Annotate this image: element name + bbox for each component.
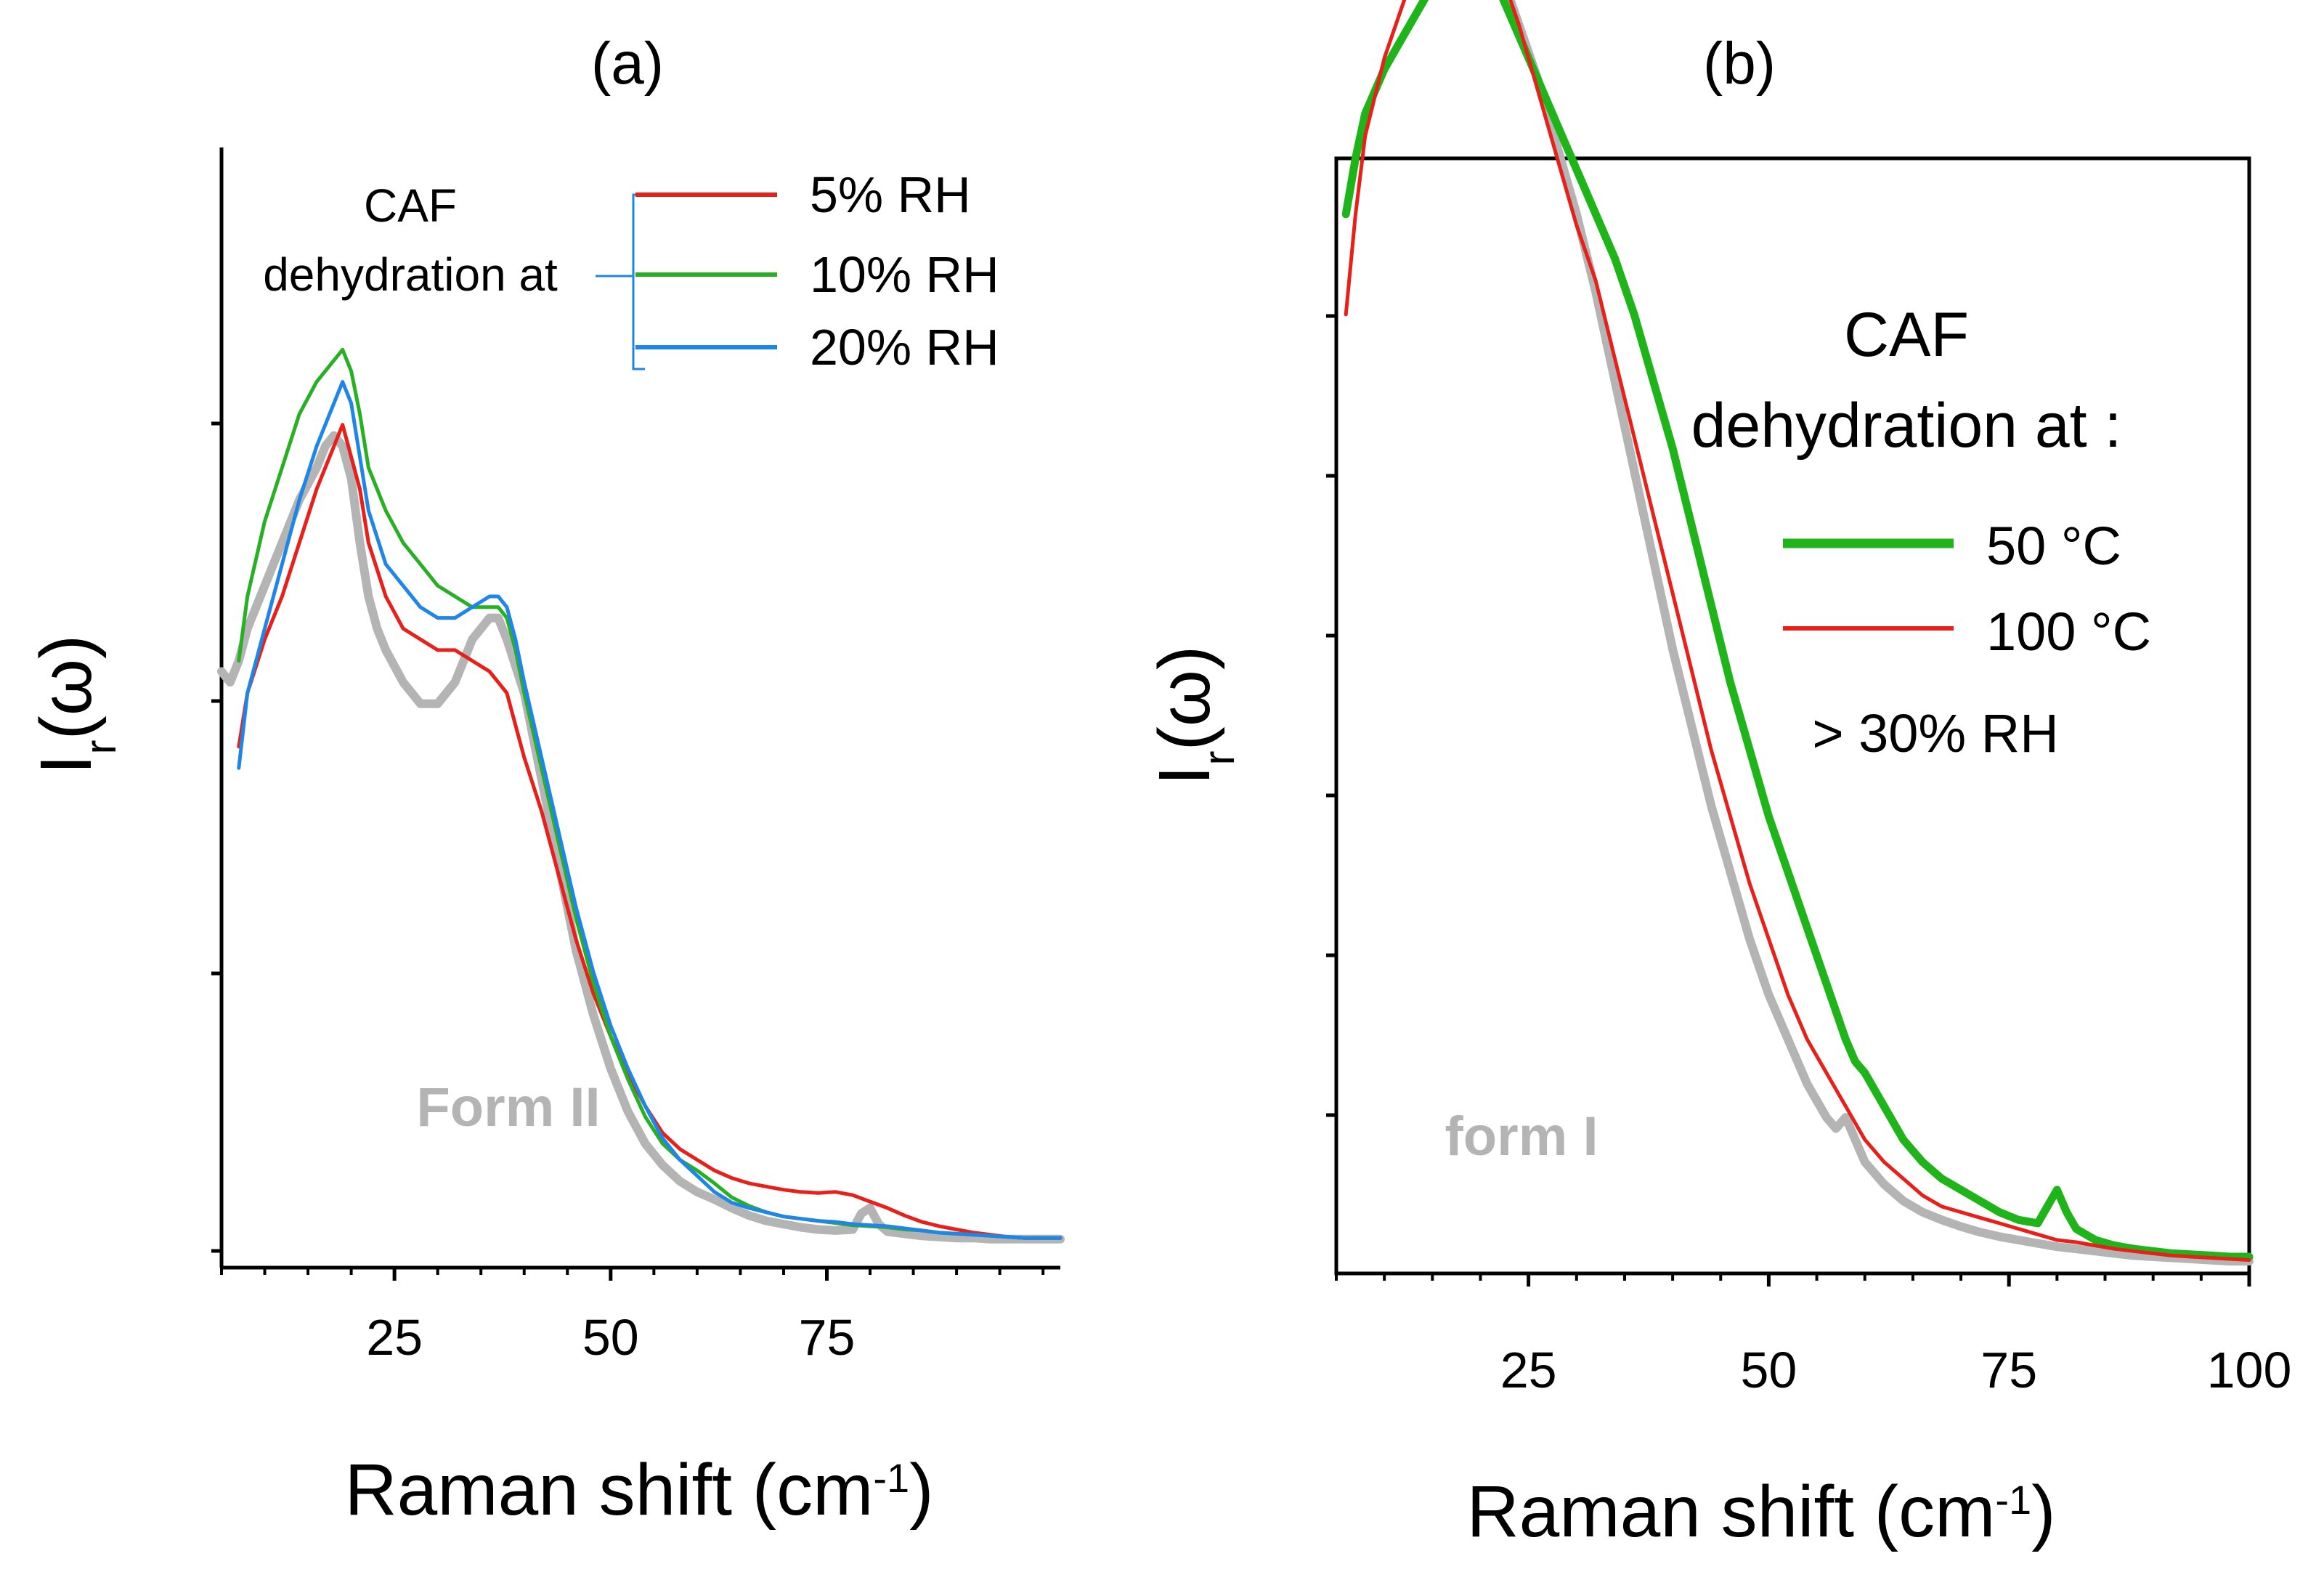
panel-a-y-axis-title: Ir(ω) (25, 635, 125, 774)
panel-a-x-title-main: Raman shift (cm (344, 1449, 873, 1531)
b-series-line-50-c (1341, 0, 2254, 1261)
panel-a-x-title-close: ) (909, 1449, 933, 1531)
panel-b: (b) 25 50 75 100 Raman shift (cm-1) Ir(ω… (1144, 0, 2291, 1552)
panel-a-legend-label-10rh: 10% RH (810, 246, 999, 303)
panel-b-x-tick-label: 100 (2207, 1342, 2292, 1398)
panel-b-x-title-close: ) (2031, 1471, 2055, 1552)
panel-a-y-title-sub: r (76, 740, 125, 754)
panel-b-legend-title-line2: dehydration at : (1691, 391, 2122, 461)
panel-a-x-axis-title: Raman shift (cm-1) (344, 1449, 933, 1531)
a-series-line-10-rh (237, 347, 1063, 1240)
panel-a-legend-bracket (596, 193, 645, 370)
panel-b-legend-note: > 30% RH (1812, 703, 2058, 763)
panel-b-y-axis-title: Ir(ω) (1144, 646, 1243, 785)
panel-b-x-tick-label: 75 (1980, 1342, 2037, 1398)
panel-a-legend-title-line1: CAF (364, 179, 457, 232)
panel-a-y-title-rest: (ω) (25, 635, 107, 740)
panel-b-legend-title-line1: CAF (1844, 300, 1969, 370)
panel-a-legend-title-line2: dehydration at (263, 248, 558, 301)
panel-b-legend-label-50c: 50 °C (1986, 516, 2121, 576)
panel-b-form-annotation: form I (1445, 1106, 1598, 1167)
panel-b-series (1341, 0, 2254, 1266)
a-series-line-form-ii (217, 431, 1065, 1244)
panel-b-x-tick-label: 25 (1500, 1342, 1557, 1398)
panel-a-y-title-main: I (25, 754, 107, 774)
panel-b-y-title-sub: r (1195, 750, 1243, 765)
panel-b-x-title-main: Raman shift (cm (1466, 1471, 1995, 1552)
panel-a-x-tick-label: 50 (582, 1309, 639, 1366)
panel-b-y-title-rest: (ω) (1144, 646, 1225, 751)
panel-b-x-ticks (1335, 1273, 2251, 1287)
panel-a-legend-label-20rh: 20% RH (810, 319, 999, 376)
panel-a-x-tick-label: 75 (799, 1309, 856, 1366)
panel-a: (a) 25 50 75 Raman shift (cm-1) Ir(ω) CA… (25, 31, 1065, 1531)
panel-a-x-tick-label: 25 (366, 1309, 423, 1366)
b-series-line-100-c (1344, 0, 2251, 1263)
panel-a-x-ticks (220, 1268, 1045, 1281)
panel-a-form-annotation: Form II (416, 1077, 600, 1138)
panel-a-x-title-sup: -1 (873, 1455, 909, 1501)
panel-b-legend-label-100c: 100 °C (1986, 601, 2151, 662)
panel-b-x-axis-title: Raman shift (cm-1) (1466, 1471, 2055, 1552)
panel-b-x-title-sup: -1 (1995, 1477, 2031, 1523)
panel-b-y-title-main: I (1144, 765, 1225, 785)
panel-a-series (217, 347, 1065, 1244)
panel-b-x-tick-label: 50 (1740, 1342, 1797, 1398)
a-series-line-20-rh (237, 380, 1063, 1240)
panel-b-frame (1334, 156, 2251, 1276)
panel-a-legend-label-5rh: 5% RH (810, 166, 971, 223)
panel-a-label: (a) (591, 31, 664, 97)
panel-b-label: (b) (1703, 31, 1776, 97)
